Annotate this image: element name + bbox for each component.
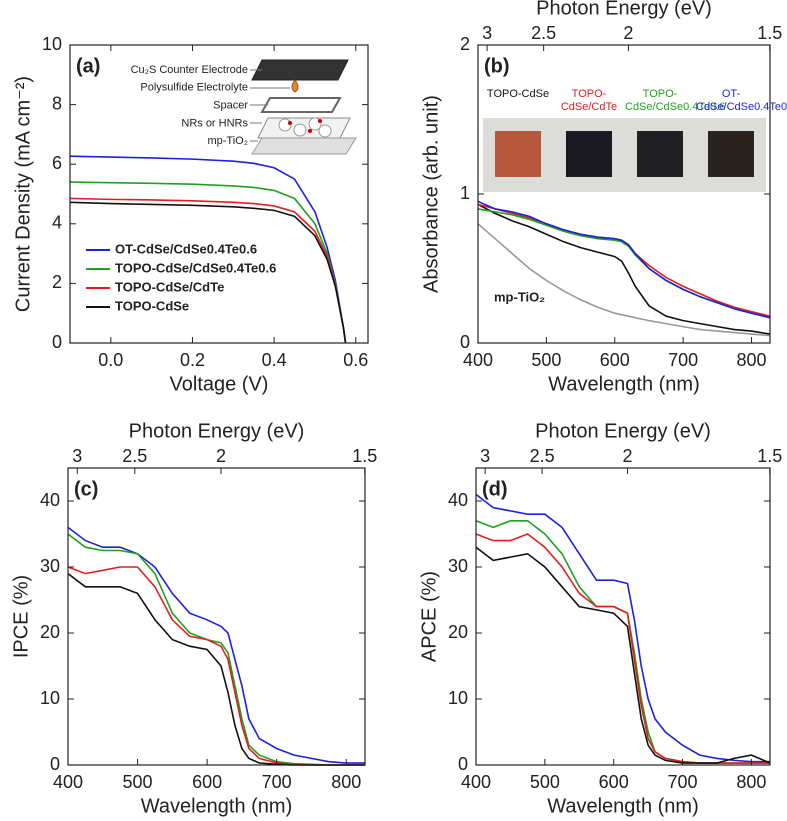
y-axis-title: Absorbance (arb. unit)	[420, 95, 442, 293]
series-line	[475, 519, 770, 764]
x-axis-title: Wavelength (nm)	[141, 795, 293, 817]
x-tick-label: 600	[599, 772, 629, 792]
legend-label: OT-CdSe/CdSe0.4Te0.6	[115, 241, 257, 256]
series-line	[477, 200, 771, 319]
y-tick-label: 40	[448, 490, 468, 510]
x-axis-title: Voltage (V)	[170, 373, 269, 395]
x-tick-label: 700	[262, 772, 292, 792]
x-tick-label: 600	[600, 350, 630, 370]
x-tick-label: 0.2	[180, 350, 205, 370]
series-line	[475, 533, 770, 764]
x-tick-label: 500	[123, 772, 153, 792]
photo-label: OT-CdSe/CdSe0.4Te0.6	[696, 88, 787, 113]
x2-tick-label: 1.5	[757, 446, 782, 466]
y-tick-label: 0	[50, 754, 60, 774]
y-axis-title: Current Density (mA cm⁻²)	[12, 76, 34, 312]
x-tick-label: 800	[331, 772, 361, 792]
x2-tick-label: 2	[622, 446, 632, 466]
x2-tick-label: 3	[480, 446, 490, 466]
series-line	[67, 526, 365, 764]
series-line	[67, 572, 365, 766]
plot-frame	[69, 44, 369, 344]
x2-tick-label: 1.5	[757, 23, 782, 43]
sample-photos	[483, 118, 766, 192]
x2-axis-title: Photon Energy (eV)	[129, 420, 305, 442]
x2-tick-label: 3	[482, 23, 492, 43]
x-tick-label: 600	[192, 772, 222, 792]
panel-label: (d)	[482, 478, 508, 500]
x-tick-label: 800	[737, 350, 767, 370]
panel-label: (b)	[484, 55, 510, 77]
device-diagram	[250, 59, 357, 155]
annotation: mp-TiO₂	[207, 135, 248, 147]
y-tick-label: 0	[460, 332, 470, 352]
series-line	[67, 566, 365, 766]
y-tick-label: 2	[52, 272, 62, 292]
x2-tick-label: 2	[623, 23, 633, 43]
x-axis-title: Wavelength (nm)	[548, 373, 700, 395]
x2-tick-label: 3	[72, 446, 82, 466]
x-tick-label: 500	[530, 772, 560, 792]
legend-label: TOPO-CdSe/CdSe0.4Te0.6	[115, 260, 276, 275]
y-tick-label: 20	[40, 622, 60, 642]
x2-tick-label: 1.5	[352, 446, 377, 466]
x2-tick-label: 2.5	[122, 446, 147, 466]
series-label: mp-TiO₂	[494, 289, 545, 304]
y-tick-label: 1	[460, 183, 470, 203]
x-tick-label: 400	[53, 772, 83, 792]
y-tick-label: 10	[448, 688, 468, 708]
y-tick-label: 0	[458, 754, 468, 774]
annotation: Spacer	[213, 100, 248, 112]
photo-label: TOPO-CdSe/CdTe	[560, 88, 618, 113]
plot-frame	[67, 467, 366, 766]
y-tick-label: 10	[40, 688, 60, 708]
y-tick-label: 0	[52, 332, 62, 352]
y-axis-title: IPCE (%)	[10, 575, 32, 658]
panel-label: (a)	[76, 55, 100, 77]
x-tick-label: 700	[668, 350, 698, 370]
y-tick-label: 2	[460, 34, 470, 54]
panel-label: (c)	[74, 478, 98, 500]
x2-axis-title: Photon Energy (eV)	[536, 0, 712, 19]
plot-frame	[475, 467, 771, 766]
legend-label: TOPO-CdSe/CdTe	[115, 279, 224, 294]
x-tick-label: 800	[736, 772, 766, 792]
y-axis-title: APCE (%)	[418, 571, 440, 662]
y-tick-label: 10	[42, 34, 62, 54]
x2-tick-label: 2.5	[530, 446, 555, 466]
x2-axis-title: Photon Energy (eV)	[535, 420, 711, 442]
series-line	[477, 223, 771, 337]
annotation: NRs or HNRs	[181, 117, 248, 129]
y-tick-label: 6	[52, 153, 62, 173]
x-tick-label: 0.4	[262, 350, 287, 370]
legend-label: TOPO-CdSe	[115, 298, 189, 313]
y-tick-label: 40	[40, 490, 60, 510]
x-tick-label: 700	[668, 772, 698, 792]
x-tick-label: 400	[461, 772, 491, 792]
series-line	[69, 201, 347, 344]
x-tick-label: 400	[463, 350, 493, 370]
photo-label: TOPO-CdSe/CdSe0.4Te0.6	[625, 88, 726, 113]
x-tick-label: 0.6	[343, 350, 368, 370]
photo-label: TOPO-CdSe	[486, 88, 550, 100]
y-tick-label: 20	[448, 622, 468, 642]
annotation: Cu₂S Counter Electrode	[131, 64, 248, 76]
y-tick-label: 8	[52, 93, 62, 113]
y-tick-label: 30	[448, 556, 468, 576]
y-tick-label: 4	[52, 213, 62, 233]
x-axis-title: Wavelength (nm)	[547, 795, 699, 817]
x-tick-label: 500	[531, 350, 561, 370]
series-line	[477, 203, 771, 335]
y-tick-label: 30	[40, 556, 60, 576]
series-line	[475, 546, 771, 764]
x-tick-label: 0.0	[98, 350, 123, 370]
annotation: Polysulfide Electrolyte	[140, 82, 248, 94]
series-line	[475, 493, 770, 763]
x2-tick-label: 2	[216, 446, 226, 466]
x2-tick-label: 2.5	[531, 23, 556, 43]
